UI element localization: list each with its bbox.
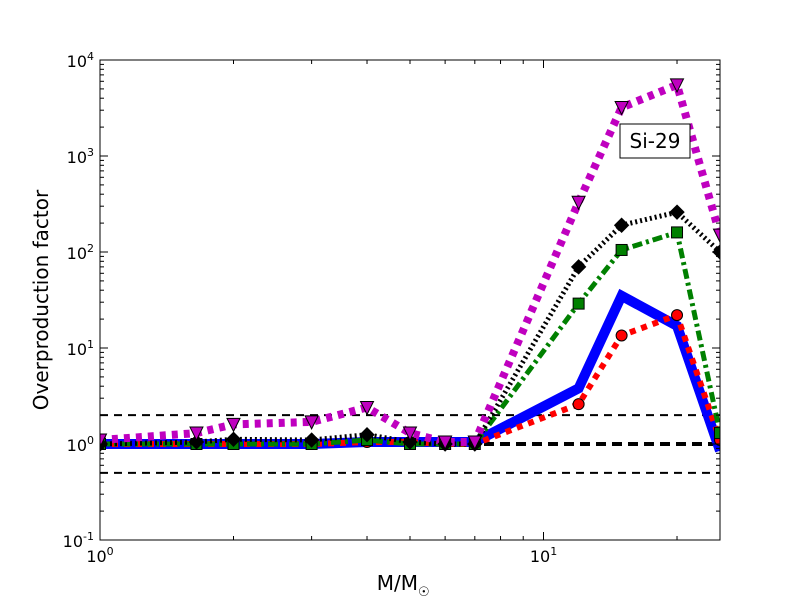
series-line-3 [100, 209, 720, 447]
series-3-point-9 [613, 217, 630, 233]
series-3-point-4 [359, 426, 375, 443]
series-line-4 [100, 79, 720, 446]
series-4-point-6 [437, 435, 453, 451]
x-axis-label-sun-symbol: ☉ [418, 585, 430, 600]
y-tick-label: 102 [67, 242, 94, 263]
series-4-point-10 [669, 78, 685, 94]
series-2-point-8 [572, 297, 585, 310]
series-3-point-8 [570, 259, 587, 275]
annotation-frame [619, 123, 691, 159]
series-4-point-1 [189, 426, 204, 442]
series-1-point-10 [671, 309, 684, 322]
y-tick-label: 10-1 [63, 530, 94, 551]
y-tick-label: 100 [67, 434, 94, 455]
series-3-point-1 [188, 434, 205, 450]
series-layer [100, 78, 720, 453]
series-2-point-11 [714, 427, 720, 440]
series-3-point-3 [303, 432, 320, 448]
series-markers [100, 78, 720, 452]
annotation-box: Si-29 [619, 123, 691, 159]
series-1-point-9 [615, 329, 628, 342]
x-axis-label: M/M [377, 571, 418, 595]
series-clip-group [100, 78, 720, 453]
x-tick-label: 100 [86, 545, 113, 566]
series-line-2 [100, 229, 720, 447]
series-1-point-8 [572, 398, 585, 411]
y-axis-label: Overproduction factor [29, 189, 53, 410]
series-4-point-9 [614, 101, 629, 116]
y-tick-label: 103 [67, 146, 94, 167]
series-4-point-5 [402, 426, 418, 442]
series-3-point-2 [225, 431, 242, 447]
series-4-point-3 [304, 415, 319, 430]
series-4-point-4 [359, 400, 375, 416]
series-3-point-10 [669, 204, 685, 220]
y-tick-label: 101 [67, 338, 94, 359]
x-tick-label: 101 [530, 545, 557, 566]
plot-frame [99, 59, 721, 541]
series-2-point-9 [615, 243, 628, 256]
y-tick-label: 104 [67, 50, 94, 71]
series-line-1 [100, 311, 720, 447]
series-4-point-11 [712, 228, 720, 244]
series-4-point-7 [467, 435, 483, 451]
series-3-point-5 [402, 434, 418, 450]
series-2-point-10 [671, 226, 684, 239]
annotation-label: Si-29 [630, 129, 681, 153]
series-4-point-8 [571, 195, 586, 211]
series-4-point-2 [226, 417, 241, 433]
series-lines [100, 79, 720, 453]
